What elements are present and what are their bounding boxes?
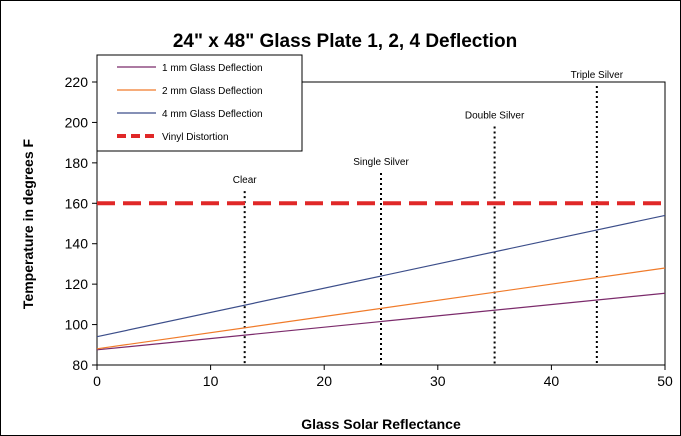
x-tick-label: 20 xyxy=(316,373,332,389)
x-axis-title: Glass Solar Reflectance xyxy=(301,416,461,432)
annotation-label-double-silver: Double Silver xyxy=(465,110,525,121)
legend-label-1-mm-glass-deflection: 1 mm Glass Deflection xyxy=(162,63,263,74)
plot-area xyxy=(96,81,666,366)
legend-label-4-mm-glass-deflection: 4 mm Glass Deflection xyxy=(162,109,263,120)
series-line-4-mm-glass-deflection xyxy=(96,214,666,338)
y-tick-label: 220 xyxy=(65,74,89,90)
y-tick-label: 100 xyxy=(65,317,89,333)
x-tick-label: 30 xyxy=(430,373,446,389)
y-tick-label: 120 xyxy=(65,276,89,292)
y-axis-title: Temperature in degrees F xyxy=(20,138,36,309)
y-tick-label: 140 xyxy=(65,236,89,252)
y-tick-label: 160 xyxy=(65,195,89,211)
x-tick-label: 40 xyxy=(544,373,560,389)
legend: 1 mm Glass Deflection 2 mm Glass Deflecti… xyxy=(96,54,303,152)
legend-label-vinyl-distortion: Vinyl Distortion xyxy=(162,132,229,143)
annotation-label-clear: Clear xyxy=(233,175,258,186)
series-line-1-mm-glass-deflection xyxy=(96,292,666,351)
x-tick-label: 0 xyxy=(93,373,101,389)
y-tick-label: 200 xyxy=(65,114,89,130)
series-line-2-mm-glass-deflection xyxy=(96,267,666,350)
legend-label-2-mm-glass-deflection: 2 mm Glass Deflection xyxy=(162,86,263,97)
y-tick-label: 180 xyxy=(65,155,89,171)
x-tick-label: 50 xyxy=(657,373,673,389)
y-tick-label: 80 xyxy=(72,357,88,373)
annotation-label-triple-silver: Triple Silver xyxy=(571,70,624,81)
x-tick-label: 10 xyxy=(203,373,219,389)
annotation-label-single-silver: Single Silver xyxy=(353,157,409,168)
chart-title: 24" x 48" Glass Plate 1, 2, 4 Deflection xyxy=(173,31,517,52)
